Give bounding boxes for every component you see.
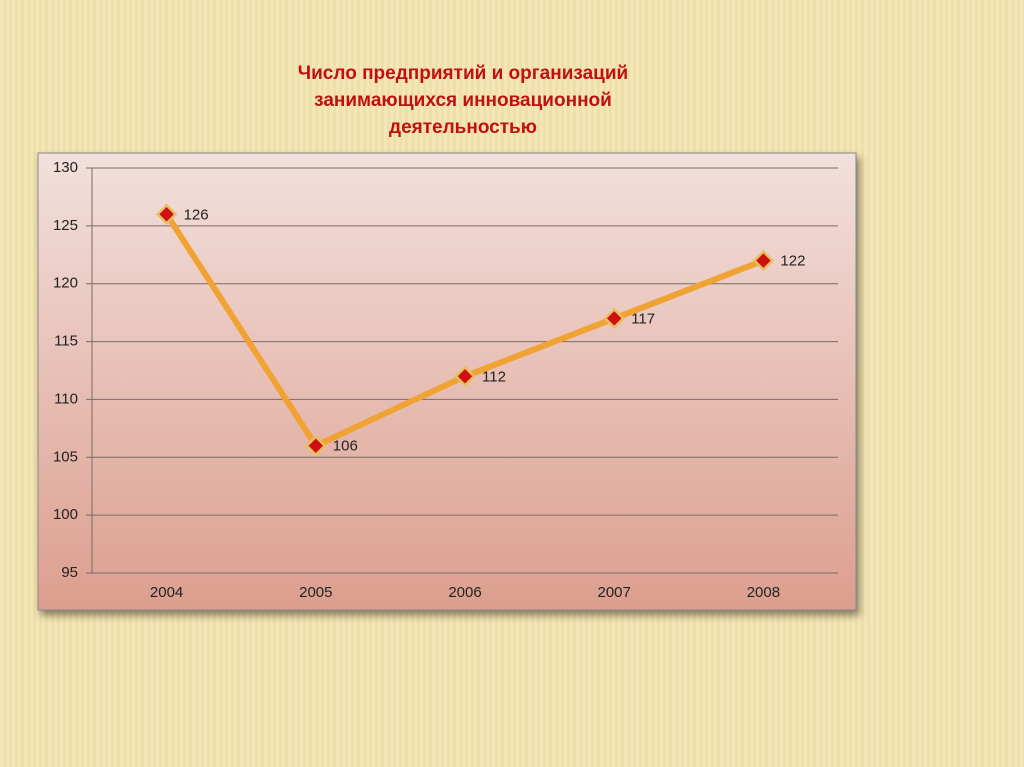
x-tick-label: 2008: [747, 584, 780, 601]
marker: [155, 203, 178, 226]
data-label: 117: [631, 310, 655, 327]
x-tick-label: 2007: [598, 584, 631, 601]
data-label: 126: [184, 206, 209, 223]
y-tick-label: 100: [53, 506, 78, 523]
y-tick-label: 115: [54, 333, 78, 350]
y-tick-label: 120: [53, 275, 78, 292]
y-tick-label: 105: [53, 448, 78, 465]
y-tick-label: 95: [61, 564, 78, 581]
data-label: 106: [333, 438, 358, 455]
marker: [603, 307, 625, 330]
data-label: 122: [780, 253, 805, 270]
y-tick-label: 110: [54, 390, 78, 407]
chart-title: Число предприятий и организаций занимающ…: [297, 63, 629, 138]
x-tick-label: 2006: [448, 584, 481, 601]
data-label: 112: [482, 368, 506, 385]
y-tick-label: 130: [53, 159, 78, 176]
x-tick-label: 2005: [299, 584, 332, 601]
marker: [305, 434, 327, 457]
y-tick-label: 125: [53, 217, 78, 234]
x-tick-label: 2004: [150, 584, 183, 601]
marker: [454, 365, 476, 388]
marker: [752, 249, 775, 272]
